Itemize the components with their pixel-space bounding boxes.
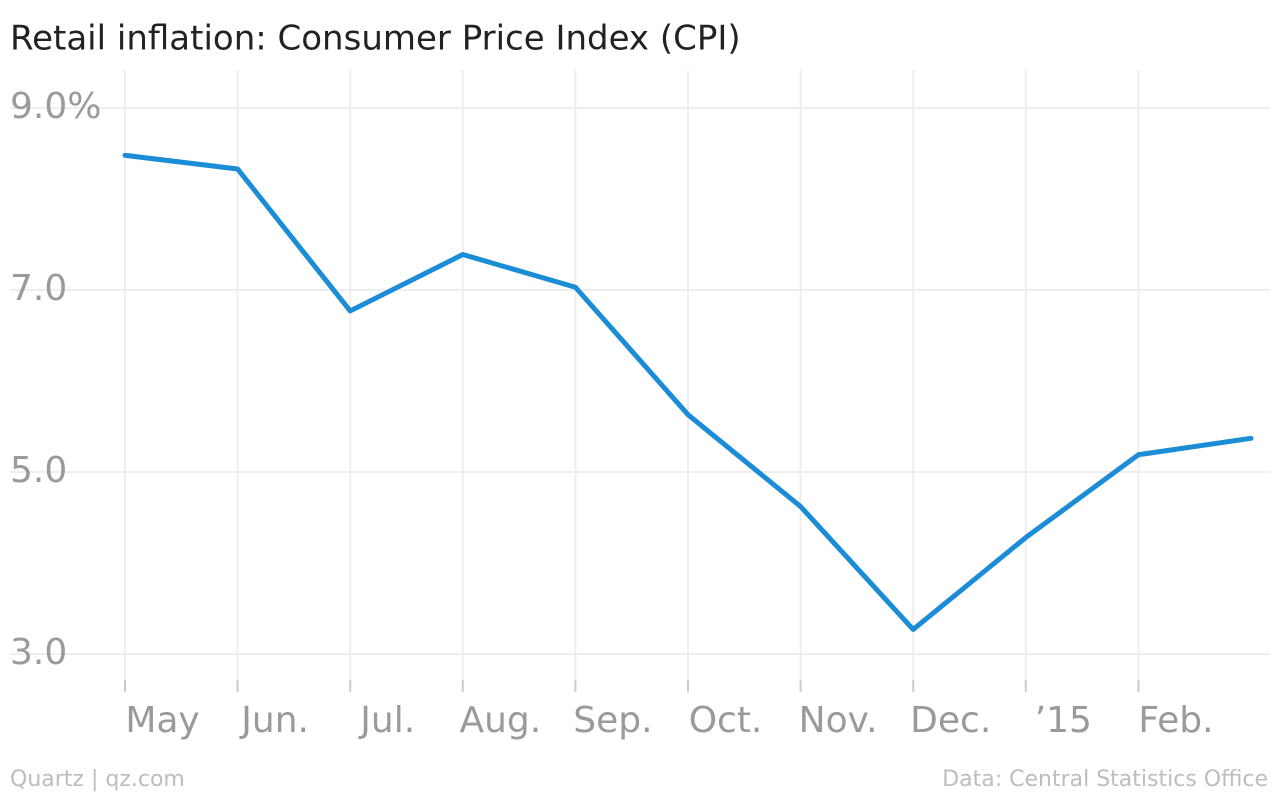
y-tick-label: 9.0% [10, 86, 101, 127]
y-tick-label: 5.0 [10, 450, 67, 491]
x-tick-label: Aug. [459, 700, 541, 741]
y-tick-label: 3.0 [10, 632, 67, 673]
x-tick-label: Nov. [799, 700, 878, 741]
x-tick-label: Dec. [910, 700, 991, 741]
y-tick-label: 7.0 [10, 268, 67, 309]
source: Data: Central Statistics Office [942, 767, 1268, 792]
x-tick-label: Sep. [573, 700, 652, 741]
x-tick-label: May [125, 700, 199, 741]
data-line [122, 152, 1254, 632]
x-tick-label: Jul. [358, 700, 415, 741]
x-tick-label: Jun. [239, 700, 309, 741]
x-tick-label: Feb. [1138, 700, 1213, 741]
x-tick-label: Oct. [689, 700, 763, 741]
x-tick-label: ’15 [1035, 700, 1092, 741]
credit: Quartz | qz.com [10, 767, 185, 792]
chart-title: Retail inflation: Consumer Price Index (… [10, 19, 741, 59]
